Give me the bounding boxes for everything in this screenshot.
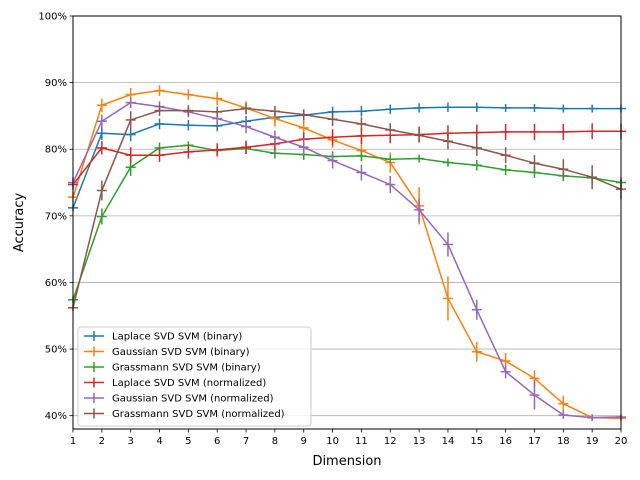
x-tick-label: 15 bbox=[470, 436, 483, 447]
x-tick-label: 6 bbox=[214, 436, 220, 447]
plot-series bbox=[68, 85, 626, 422]
y-tick-label: 40% bbox=[45, 411, 67, 422]
legend-item: Laplace SVD SVM (normalized) bbox=[84, 377, 266, 389]
x-tick-label: 8 bbox=[272, 436, 278, 447]
legend-label: Gaussian SVD SVM (normalized) bbox=[112, 394, 274, 405]
legend-label: Laplace SVD SVM (normalized) bbox=[112, 378, 266, 389]
y-tick-label: 50% bbox=[45, 345, 67, 356]
legend-box bbox=[77, 326, 312, 427]
x-tick-label: 4 bbox=[156, 436, 162, 447]
legend-item: Grassmann SVD SVM (normalized) bbox=[84, 408, 285, 420]
legend-label: Grassmann SVD SVM (normalized) bbox=[112, 409, 285, 420]
x-tick-label: 7 bbox=[243, 436, 249, 447]
legend-item: Grassmann SVD SVM (binary) bbox=[84, 362, 261, 374]
x-tick-label: 11 bbox=[355, 436, 368, 447]
x-tick-label: 3 bbox=[127, 436, 133, 447]
x-tick-label: 18 bbox=[557, 436, 570, 447]
x-tick-label: 1 bbox=[70, 436, 76, 447]
legend-label: Grassmann SVD SVM (binary) bbox=[112, 363, 261, 374]
y-tick-label: 90% bbox=[45, 78, 67, 89]
y-tick-label: 80% bbox=[45, 145, 67, 156]
series-6 bbox=[68, 103, 626, 312]
legend: Laplace SVD SVM (binary) Gaussian SVD SVM… bbox=[77, 326, 312, 427]
x-axis-label: Dimension bbox=[312, 454, 381, 469]
legend-item: Gaussian SVD SVM (normalized) bbox=[84, 393, 274, 405]
x-tick-label: 13 bbox=[413, 436, 426, 447]
legend-label: Gaussian SVD SVM (binary) bbox=[112, 347, 250, 358]
legend-label: Laplace SVD SVM (binary) bbox=[112, 332, 242, 343]
y-tick-label: 100% bbox=[38, 12, 67, 23]
legend-item: Laplace SVD SVM (binary) bbox=[84, 331, 242, 343]
x-tick-label: 14 bbox=[442, 436, 455, 447]
series-5 bbox=[68, 97, 626, 422]
x-tick-label: 12 bbox=[384, 436, 397, 447]
y-tick-label: 60% bbox=[45, 278, 67, 289]
x-tick-label: 19 bbox=[586, 436, 599, 447]
axis-ticks: 40%50%60%70%80%90%100%1 2 3 4 5 6 7 8 9 10 11 12 13 1… bbox=[38, 12, 627, 448]
x-tick-label: 16 bbox=[499, 436, 512, 447]
x-tick-label: 20 bbox=[615, 436, 628, 447]
x-tick-label: 10 bbox=[326, 436, 339, 447]
x-tick-label: 2 bbox=[99, 436, 105, 447]
y-tick-label: 70% bbox=[45, 211, 67, 222]
y-axis-label: Accuracy bbox=[12, 193, 27, 253]
x-tick-label: 9 bbox=[301, 436, 307, 447]
legend-item: Gaussian SVD SVM (binary) bbox=[84, 346, 250, 358]
series-line bbox=[72, 101, 622, 419]
plot-frame bbox=[72, 15, 622, 430]
x-tick-label: 17 bbox=[528, 436, 541, 447]
x-tick-label: 5 bbox=[185, 436, 191, 447]
